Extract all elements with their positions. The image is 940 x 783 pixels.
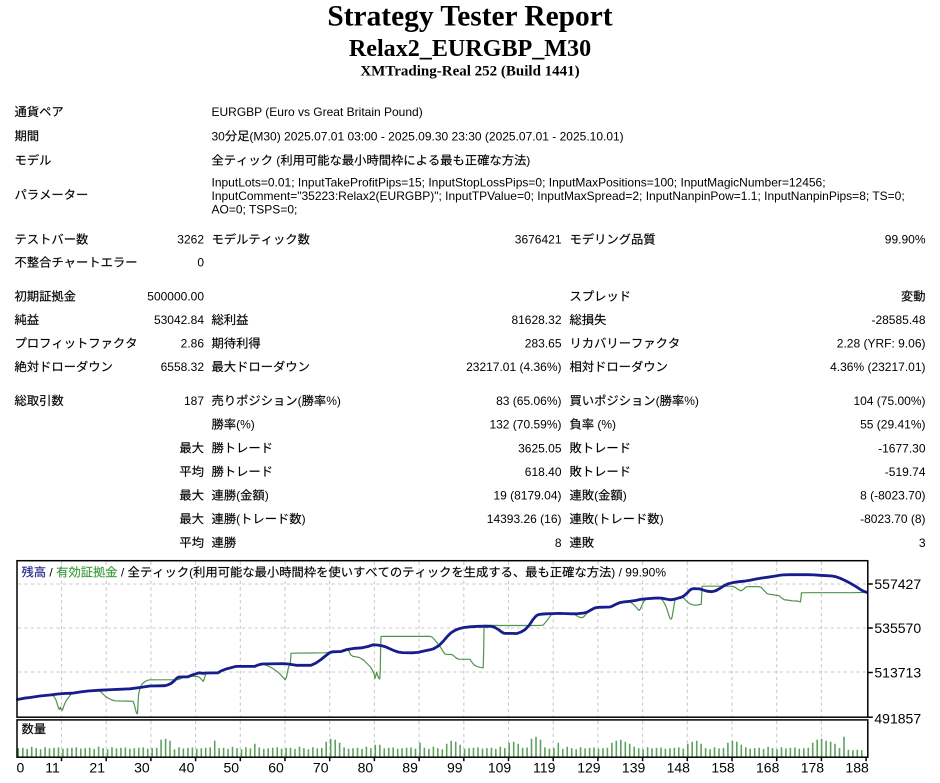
svg-text:55 (29.41%): 55 (29.41%) bbox=[860, 418, 925, 432]
svg-text:(%): (%) bbox=[597, 418, 616, 432]
svg-text:30: 30 bbox=[212, 129, 226, 143]
svg-text:) / 99.90%: ) / 99.90% bbox=[611, 566, 666, 580]
svg-text:80: 80 bbox=[358, 759, 374, 775]
svg-text:83 (65.06%): 83 (65.06%) bbox=[496, 394, 561, 408]
svg-text:XMTrading-Real 252 (Build 1441: XMTrading-Real 252 (Build 1441) bbox=[360, 63, 579, 79]
svg-text:109: 109 bbox=[488, 759, 512, 775]
svg-text:168: 168 bbox=[756, 759, 780, 775]
svg-text:132 (70.59%): 132 (70.59%) bbox=[489, 418, 561, 432]
svg-text:(: ( bbox=[189, 566, 193, 580]
svg-text:(M30) 2025.07.01 03:00 - 2025.: (M30) 2025.07.01 03:00 - 2025.09.30 23:3… bbox=[249, 129, 623, 143]
svg-text:21: 21 bbox=[89, 759, 105, 775]
svg-text:187: 187 bbox=[184, 394, 204, 408]
svg-text:0: 0 bbox=[17, 759, 25, 775]
svg-text:491857: 491857 bbox=[874, 710, 921, 726]
svg-text:99.90%: 99.90% bbox=[885, 233, 926, 247]
svg-text:): ) bbox=[265, 489, 269, 503]
svg-text:188: 188 bbox=[845, 759, 869, 775]
svg-text:50: 50 bbox=[224, 759, 240, 775]
svg-text:70: 70 bbox=[313, 759, 329, 775]
svg-text:557427: 557427 bbox=[874, 576, 921, 592]
svg-text:129: 129 bbox=[577, 759, 601, 775]
svg-text:Strategy Tester Report: Strategy Tester Report bbox=[327, 1, 612, 33]
svg-text:81628.32: 81628.32 bbox=[511, 313, 561, 327]
svg-text:3262: 3262 bbox=[177, 233, 204, 247]
svg-text:89: 89 bbox=[402, 759, 418, 775]
svg-text:(: ( bbox=[594, 489, 598, 503]
svg-text:500000.00: 500000.00 bbox=[147, 290, 204, 304]
svg-text:40: 40 bbox=[179, 759, 195, 775]
svg-text:/: / bbox=[49, 566, 53, 580]
svg-text:14393.26 (16): 14393.26 (16) bbox=[487, 512, 562, 526]
svg-text:23217.01 (4.36%): 23217.01 (4.36%) bbox=[466, 360, 561, 374]
svg-text:8 (-8023.70): 8 (-8023.70) bbox=[860, 489, 925, 503]
svg-text:8: 8 bbox=[555, 536, 562, 550]
svg-text:-8023.70 (8): -8023.70 (8) bbox=[860, 512, 925, 526]
svg-text:148: 148 bbox=[667, 759, 691, 775]
svg-text:119: 119 bbox=[533, 759, 556, 775]
svg-text:535570: 535570 bbox=[874, 620, 921, 636]
svg-text:2.28 (YRF: 9.06): 2.28 (YRF: 9.06) bbox=[837, 337, 926, 351]
svg-text:513713: 513713 bbox=[874, 665, 921, 681]
svg-text:AO=0; TSPS=0;: AO=0; TSPS=0; bbox=[212, 203, 298, 217]
svg-text:99: 99 bbox=[447, 759, 463, 775]
svg-text:60: 60 bbox=[268, 759, 284, 775]
svg-text:4.36% (23217.01): 4.36% (23217.01) bbox=[830, 360, 925, 374]
svg-text:178: 178 bbox=[801, 759, 825, 775]
svg-text:283.65: 283.65 bbox=[525, 337, 562, 351]
svg-text:(%): (%) bbox=[236, 418, 255, 432]
svg-text:EURGBP (Euro vs Great Britain: EURGBP (Euro vs Great Britain Pound) bbox=[212, 105, 423, 119]
svg-text:(: ( bbox=[236, 489, 240, 503]
svg-text:2.86: 2.86 bbox=[181, 337, 205, 351]
svg-text:618.40: 618.40 bbox=[525, 465, 562, 479]
svg-text:): ) bbox=[302, 512, 306, 526]
svg-text:0: 0 bbox=[197, 256, 204, 270]
svg-text:InputLots=0.01; InputTakeProfi: InputLots=0.01; InputTakeProfitPips=15; … bbox=[212, 176, 826, 190]
svg-text:6558.32: 6558.32 bbox=[161, 360, 205, 374]
svg-text:3: 3 bbox=[919, 536, 926, 550]
svg-text:-1677.30: -1677.30 bbox=[878, 441, 926, 455]
svg-text:): ) bbox=[623, 489, 627, 503]
svg-text:139: 139 bbox=[622, 759, 646, 775]
svg-text:/: / bbox=[121, 566, 125, 580]
svg-text:(: ( bbox=[656, 394, 660, 408]
svg-text:19 (8179.04): 19 (8179.04) bbox=[493, 489, 561, 503]
svg-text:-519.74: -519.74 bbox=[885, 465, 926, 479]
svg-text:): ) bbox=[660, 512, 664, 526]
svg-text:InputComment="35223:Relax2(EUR: InputComment="35223:Relax2(EURGBP)"; Inp… bbox=[212, 189, 905, 203]
svg-text:Relax2_EURGBP_M30: Relax2_EURGBP_M30 bbox=[349, 36, 591, 62]
svg-text:158: 158 bbox=[711, 759, 735, 775]
svg-text:3676421: 3676421 bbox=[515, 233, 562, 247]
svg-text:104 (75.00%): 104 (75.00%) bbox=[853, 394, 925, 408]
svg-text:-28585.48: -28585.48 bbox=[871, 313, 925, 327]
svg-text:30: 30 bbox=[134, 759, 150, 775]
svg-text:(: ( bbox=[298, 394, 302, 408]
svg-text:11: 11 bbox=[45, 759, 60, 775]
svg-text:%): %) bbox=[684, 394, 699, 408]
svg-text:(: ( bbox=[594, 512, 598, 526]
svg-text:(: ( bbox=[236, 512, 240, 526]
svg-text:%): %) bbox=[326, 394, 341, 408]
svg-text:): ) bbox=[526, 154, 530, 168]
svg-text:53042.84: 53042.84 bbox=[154, 313, 204, 327]
svg-text:3625.05: 3625.05 bbox=[518, 441, 562, 455]
svg-text:(: ( bbox=[276, 154, 280, 168]
